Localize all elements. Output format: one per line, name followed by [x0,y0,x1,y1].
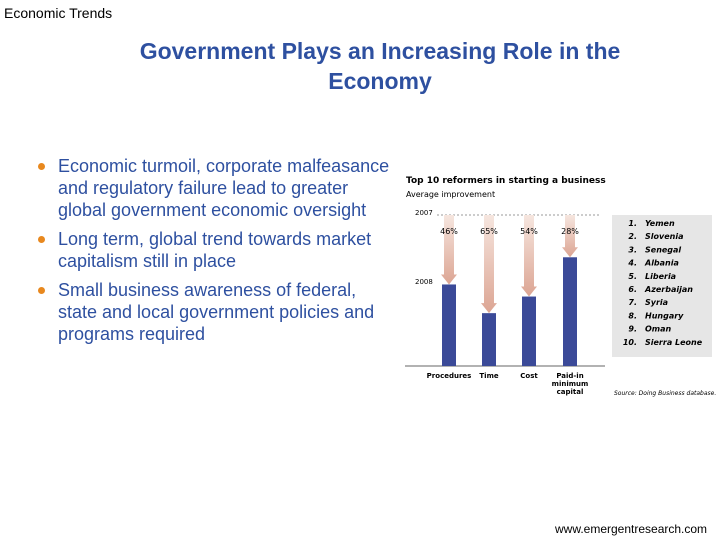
rank-number: 3. [628,245,637,254]
arrow [481,215,497,314]
bullet: Economic turmoil, corporate malfeasance … [30,155,395,221]
rank-number: 9. [628,325,637,334]
arrow [562,215,578,258]
bar [522,296,536,366]
value-label: 54% [520,227,538,236]
bullet: Long term, global trend towards market c… [30,228,395,272]
rank-country: Hungary [645,311,684,320]
header: Economic Trends [4,5,113,21]
rank-number: 1. [628,219,637,228]
value-label: 65% [480,227,498,236]
bullet: Small business awareness of federal, sta… [30,279,395,345]
value-label: 46% [440,227,458,236]
rank-country: Senegal [645,245,681,254]
rank-country: Sierra Leone [645,338,703,347]
x-tick-label: Procedures [426,372,472,380]
period-label: 2008 [415,278,433,286]
value-label: 28% [561,227,579,236]
slide-title: Government Plays an Increasing Role in t… [139,38,621,94]
rank-country: Syria [645,298,668,307]
x-tick-label: Paid-in minimum capital [551,372,589,396]
rank-country: Liberia [645,272,676,281]
rank-number: 5. [628,272,637,281]
rank-country: Yemen [645,219,675,228]
bar [442,284,456,366]
rank-number: 8. [628,311,637,320]
chart-subtitle: Average improvement [406,190,495,199]
bullet-list: Economic turmoil, corporate malfeasance … [30,155,395,352]
bar [482,313,496,366]
rank-number: 7. [628,298,637,307]
bar [563,257,577,366]
rank-number: 4. [627,259,637,268]
rank-number: 2. [628,232,637,241]
rank-country: Oman [645,325,672,334]
rank-number: 10. [623,338,637,347]
x-tick-label: Cost [520,372,538,380]
x-tick-label: Time [479,372,499,380]
chart-title: Top 10 reformers in starting a business [406,176,606,186]
rank-number: 6. [628,285,637,294]
period-label: 2007 [415,209,433,217]
arrow [521,215,537,297]
rank-country: Albania [644,259,679,268]
ranking-box [612,215,712,357]
source: Source: Doing Business database. [614,390,716,397]
arrow [441,215,457,285]
footer: www.emergentresearch.com [555,522,708,536]
rank-country: Slovenia [645,232,683,241]
rank-country: Azerbaijan [644,285,693,294]
